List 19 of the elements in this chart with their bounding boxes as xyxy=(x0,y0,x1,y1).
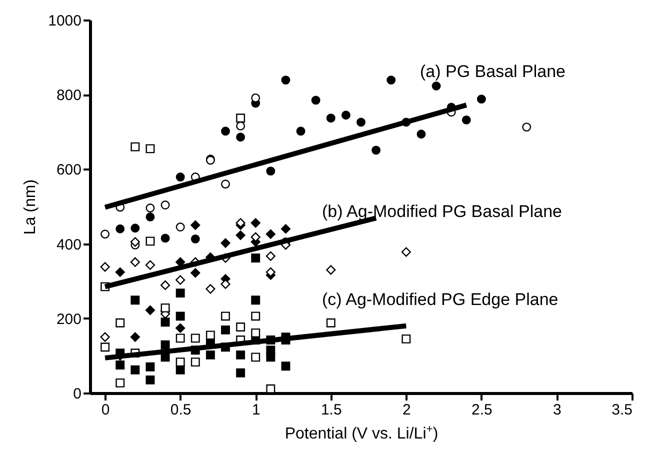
y-tick-label: 400 xyxy=(56,236,82,254)
y-axis-title: La (nm) xyxy=(22,179,40,235)
annotation: (b) Ag-Modified PG Basal Plane xyxy=(322,202,562,221)
annotation: (a) PG Basal Plane xyxy=(420,62,566,81)
x-tick-label: 0.5 xyxy=(170,402,192,418)
x-tick-label: 2.5 xyxy=(472,402,492,418)
x-tick-label: 0 xyxy=(101,402,110,418)
y-tick-label: 600 xyxy=(56,162,82,179)
y-tick-label: 800 xyxy=(56,87,82,104)
x-tick-label: 3 xyxy=(553,402,562,418)
x-tick-label: 1.5 xyxy=(320,402,342,418)
y-tick-label: 0 xyxy=(73,386,82,402)
y-tick-label: 200 xyxy=(56,310,82,328)
x-tick-label: 1 xyxy=(252,402,260,418)
x-axis-title: Potential (V vs. Li/Li$^{+}$) xyxy=(284,424,438,442)
y-tick-label: 1000 xyxy=(48,12,82,30)
x-tick-label: 3.5 xyxy=(612,402,632,418)
annotation: (c) Ag-Modified PG Edge Plane xyxy=(322,290,558,309)
x-tick-label: 2 xyxy=(402,402,411,418)
